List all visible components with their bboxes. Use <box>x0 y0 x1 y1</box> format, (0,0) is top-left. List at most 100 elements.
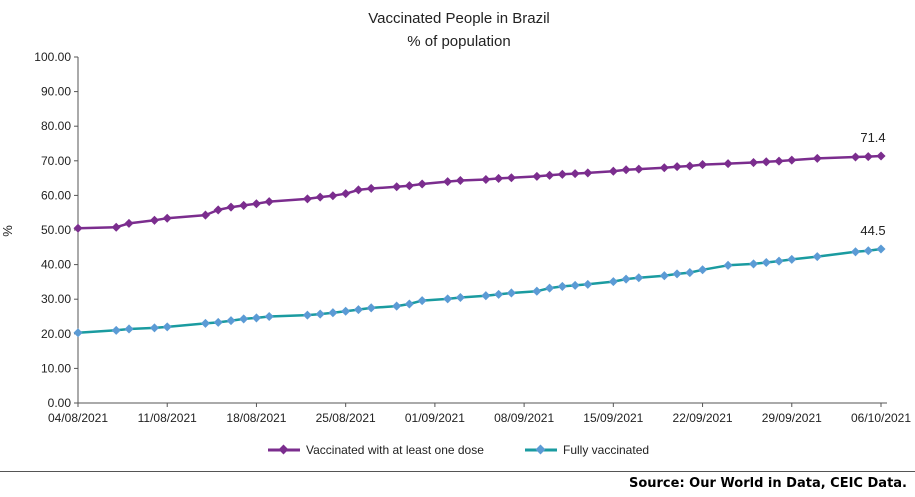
series-1-point <box>608 277 618 287</box>
series-0-point <box>748 158 759 168</box>
series-0-point <box>570 169 580 179</box>
series-0-point <box>506 173 516 183</box>
series-0-point <box>532 171 542 181</box>
y-tick-label: 20.00 <box>41 327 71 341</box>
series-0-point <box>366 183 376 193</box>
x-tick-label: 22/09/2021 <box>673 411 733 425</box>
series-1-point <box>124 324 134 334</box>
y-tick-labels: 0.00 10.00 20.00 30.00 40.00 50.00 60.00 70.00 8… <box>34 50 71 410</box>
x-tick-label: 01/09/2021 <box>405 411 465 425</box>
series-1-point <box>545 283 555 293</box>
series-0-point <box>226 202 236 212</box>
series-1-point <box>226 316 236 326</box>
series-line-1 <box>77 247 882 335</box>
series-1-point <box>774 256 784 266</box>
series-0-point <box>315 192 325 202</box>
series-1-point <box>659 271 669 281</box>
series-1-point <box>111 325 121 335</box>
series-1-point <box>353 305 363 315</box>
series-0-point <box>850 152 861 162</box>
series-0-point <box>685 161 695 171</box>
series-line-0 <box>77 154 882 230</box>
x-tick-label: 08/09/2021 <box>494 411 554 425</box>
series-0-point <box>73 223 83 233</box>
series-1-point <box>621 274 631 284</box>
series-1-point <box>366 303 376 313</box>
series-1-point <box>251 313 261 323</box>
series-0-point <box>302 194 312 204</box>
series-1-point <box>583 279 593 289</box>
series-0-point <box>761 157 771 167</box>
series-0-point <box>659 163 669 173</box>
series-1-point <box>748 259 759 269</box>
series-1-point <box>672 269 682 279</box>
series-0-point <box>111 222 121 232</box>
series-1-point <box>149 323 159 333</box>
chart-title: Vaccinated People in Brazil <box>368 10 550 27</box>
series-0-point <box>876 151 886 161</box>
legend-label-s0: Vaccinated with at least one dose <box>306 443 484 457</box>
series-0-point <box>634 164 644 174</box>
series-1-point <box>850 247 861 257</box>
series-0-point <box>455 175 465 186</box>
series-group <box>73 151 886 338</box>
series-0-point <box>443 177 453 187</box>
y-tick-label: 60.00 <box>41 188 71 202</box>
series-0-point <box>124 218 134 228</box>
series-1-point <box>392 301 402 311</box>
series-1-point <box>787 254 797 264</box>
series-1-point <box>723 260 733 270</box>
series-0-point <box>698 160 708 170</box>
y-axis-label: % <box>0 225 15 237</box>
series-1-point <box>634 273 644 283</box>
x-tick-labels: 04/08/2021 11/08/2021 18/08/2021 25/08/2021… <box>48 411 911 425</box>
series-1-point <box>876 244 886 254</box>
series-1-point <box>494 289 504 299</box>
series-1-point <box>315 309 325 319</box>
series-0-point <box>787 155 797 165</box>
series-0-end-label: 71.4 <box>860 130 885 145</box>
series-0-point <box>672 162 682 172</box>
series-0-point <box>621 165 631 175</box>
y-tick-label: 80.00 <box>41 119 71 133</box>
y-tick-label: 40.00 <box>41 258 71 272</box>
legend-marker-s1 <box>535 444 546 455</box>
series-1-point <box>417 296 427 306</box>
series-0-point <box>392 182 402 192</box>
series-1-point <box>200 318 210 328</box>
series-0-point <box>239 200 249 210</box>
legend-label-s1: Fully vaccinated <box>563 443 649 457</box>
series-0-point <box>213 205 223 215</box>
series-1-point <box>302 310 312 320</box>
series-1-point <box>761 257 771 268</box>
y-tick-label: 100.00 <box>34 50 71 64</box>
series-1-point <box>264 311 274 322</box>
series-0-point <box>812 153 822 163</box>
series-0-point <box>264 197 274 207</box>
legend: Vaccinated with at least one dose Fully … <box>268 443 649 457</box>
x-tick-label: 29/09/2021 <box>762 411 822 425</box>
series-0-point <box>149 215 160 225</box>
series-1-point <box>443 294 453 304</box>
series-1-point <box>481 291 491 301</box>
chart: Vaccinated People in Brazil % of populat… <box>0 10 911 457</box>
y-tick-label: 50.00 <box>41 223 71 237</box>
series-1-point <box>328 308 338 318</box>
series-0-point <box>200 210 210 220</box>
series-0-point <box>608 166 618 176</box>
x-tick-label: 18/08/2021 <box>226 411 286 425</box>
series-1-point <box>213 317 223 327</box>
series-0-point <box>328 191 338 201</box>
series-1-point <box>162 322 172 332</box>
axes <box>74 56 887 407</box>
series-0-point <box>863 152 873 162</box>
series-1-point <box>532 286 542 296</box>
series-1-point <box>557 281 567 291</box>
x-tick-label: 04/08/2021 <box>48 411 108 425</box>
y-tick-label: 0.00 <box>48 396 72 410</box>
series-0-point <box>583 168 593 178</box>
series-1-point <box>506 288 516 298</box>
series-0-point <box>723 159 733 169</box>
series-0-point <box>494 173 504 183</box>
series-1-end-label: 44.5 <box>860 223 885 238</box>
